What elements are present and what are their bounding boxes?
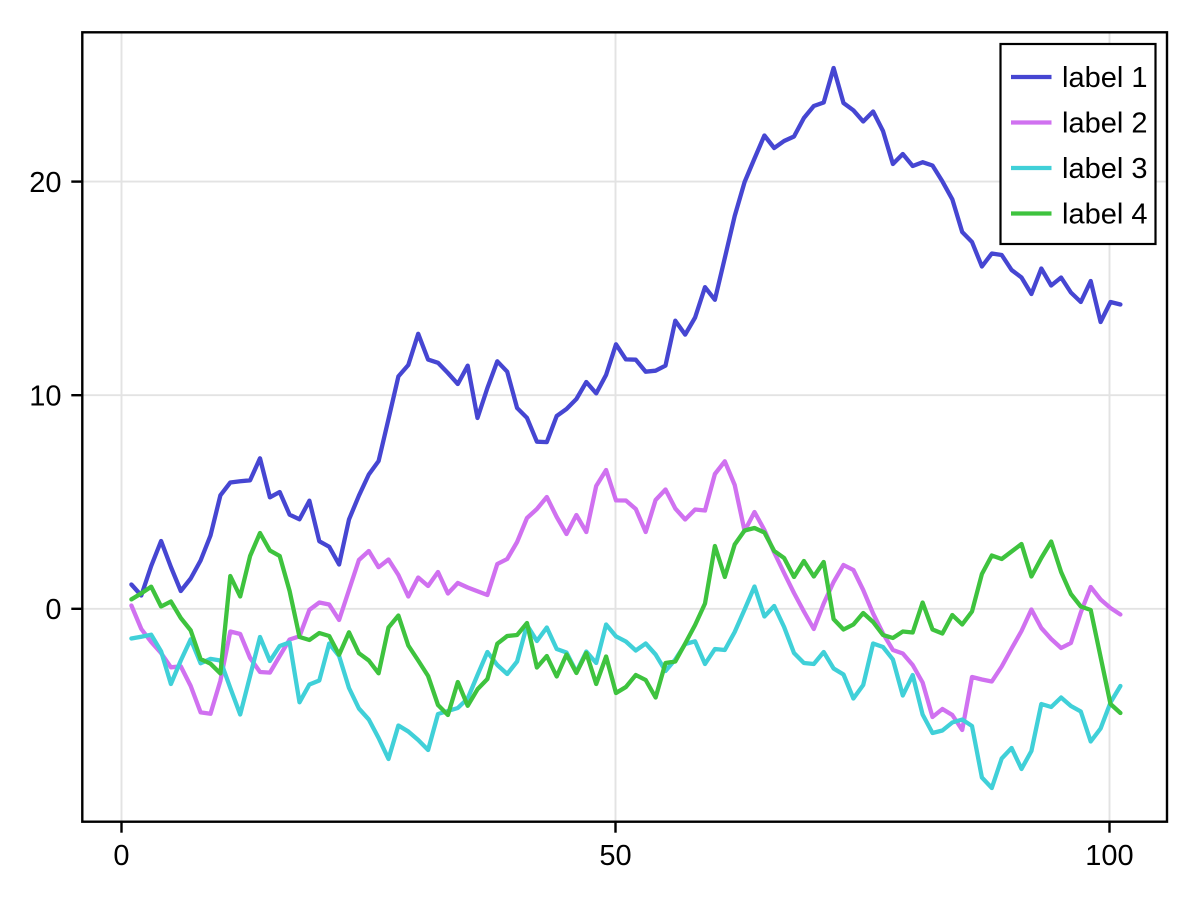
svg-text:50: 50 (599, 840, 631, 872)
svg-text:label 3: label 3 (1062, 153, 1147, 185)
svg-text:label 4: label 4 (1062, 199, 1147, 231)
svg-text:label 1: label 1 (1062, 62, 1147, 94)
svg-text:100: 100 (1085, 840, 1133, 872)
svg-text:0: 0 (113, 840, 129, 872)
svg-text:10: 10 (29, 381, 61, 413)
svg-text:20: 20 (29, 167, 61, 199)
svg-text:label 2: label 2 (1062, 108, 1147, 140)
svg-text:0: 0 (45, 594, 61, 626)
